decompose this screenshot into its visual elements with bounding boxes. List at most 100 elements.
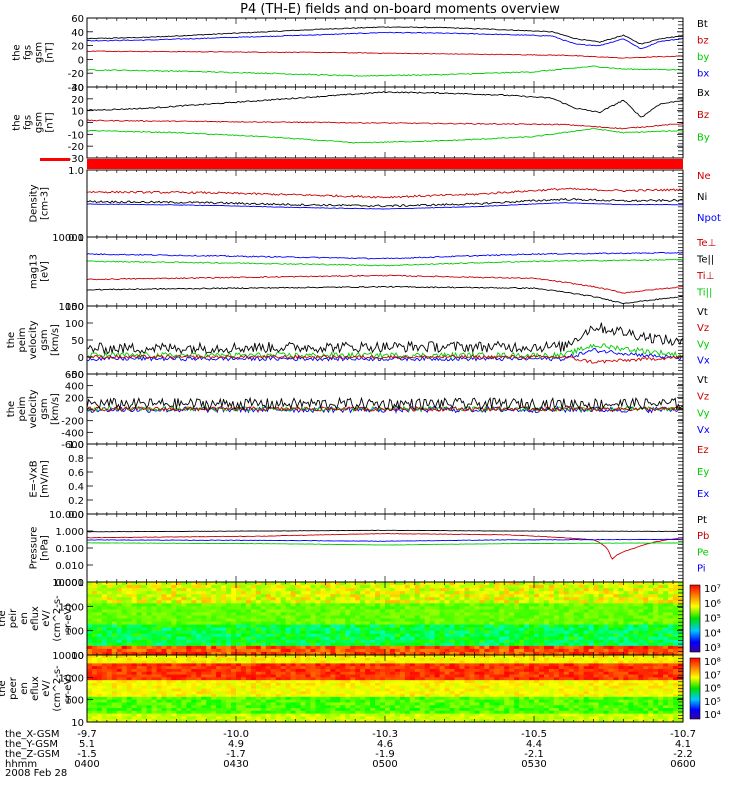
- spectrogram-cell: [648, 651, 654, 656]
- spectrogram-cell: [663, 585, 669, 589]
- spectrogram-cell: [429, 612, 436, 617]
- spectrogram-cell: [141, 710, 148, 715]
- spectrogram-cell: [176, 688, 182, 692]
- spectrogram-cell: [87, 668, 93, 673]
- ytick-label: 0: [78, 119, 84, 130]
- spectrogram-cell: [161, 609, 168, 614]
- spectrogram-cell: [176, 685, 182, 690]
- spectrogram-cell: [196, 691, 202, 695]
- spectrogram-cell: [529, 582, 535, 586]
- spectrogram-cell: [151, 666, 158, 670]
- spectrogram-cell: [389, 606, 396, 610]
- spectrogram-cell: [330, 609, 336, 614]
- spectrogram-cell: [360, 621, 366, 626]
- spectrogram-cell: [414, 612, 421, 617]
- spectrogram-cell: [618, 639, 624, 644]
- spectrogram-cell: [454, 633, 461, 638]
- spectrogram-cell: [658, 582, 664, 586]
- spectrogram-cell: [524, 645, 530, 650]
- spectrogram-cell: [300, 624, 307, 629]
- spectrogram-cell: [643, 609, 649, 614]
- spectrogram-cell: [335, 618, 341, 623]
- spectrogram-cell: [365, 627, 371, 632]
- spectrogram-cell: [216, 627, 222, 632]
- spectrogram-cell: [548, 639, 555, 644]
- spectrogram-cell: [146, 660, 153, 664]
- spectrogram-cell: [196, 708, 202, 712]
- spectrogram-cell: [191, 657, 197, 662]
- series-line-Ti⊥: [86, 251, 684, 260]
- spectrogram-cell: [111, 688, 118, 692]
- spectrogram-cell: [270, 615, 277, 620]
- spectrogram-cell: [111, 639, 118, 644]
- spectrogram-cell: [156, 630, 163, 635]
- spectrogram-cell: [216, 591, 222, 595]
- spectrogram-cell: [394, 624, 401, 629]
- spectrogram-cell: [181, 651, 187, 656]
- spectrogram-cell: [101, 609, 108, 614]
- spectrogram-cell: [633, 582, 639, 586]
- spectrogram-cell: [91, 674, 98, 678]
- spectrogram-cell: [265, 639, 272, 644]
- spectrogram-cell: [330, 594, 336, 598]
- spectrogram-cell: [250, 594, 257, 598]
- spectrogram-cell: [355, 588, 361, 592]
- spectrogram-cell: [136, 708, 143, 712]
- spectrogram-cell: [509, 588, 515, 592]
- ytick-label: -20: [68, 142, 84, 153]
- spectrogram-cell: [628, 633, 634, 638]
- spectrogram-cell: [315, 603, 322, 607]
- spectrogram-cell: [166, 591, 173, 595]
- spectrogram-cell: [325, 624, 331, 629]
- spectrogram-cell: [588, 585, 595, 589]
- spectrogram-cell: [459, 648, 466, 653]
- spectrogram-cell: [414, 600, 421, 604]
- spectrogram-cell: [558, 648, 565, 653]
- spectrogram-cell: [126, 642, 133, 647]
- spectrogram-cell: [305, 594, 312, 598]
- spectrogram-cell: [519, 597, 525, 601]
- ytick-label: 1000: [59, 602, 84, 613]
- spectrogram-cell: [538, 600, 545, 604]
- spectrogram-cell: [419, 585, 426, 589]
- spectrogram-cell: [320, 600, 326, 604]
- spectrogram-cell: [186, 702, 192, 706]
- spectrogram-cell: [543, 630, 550, 635]
- spectrogram-cell: [613, 645, 620, 650]
- spectrogram-cell: [265, 612, 272, 617]
- spectrogram-cell: [161, 585, 168, 589]
- spectrogram-cell: [389, 621, 396, 626]
- spectrogram-cell: [658, 603, 664, 607]
- spectrogram-cell: [181, 588, 187, 592]
- spectrogram-cell: [489, 618, 495, 623]
- spectrogram-cell: [305, 627, 312, 632]
- spectrogram-cell: [151, 594, 158, 598]
- spectrogram-cell: [255, 591, 262, 595]
- spectrogram-cell: [474, 585, 480, 589]
- ytick-label: 1.000: [55, 527, 84, 538]
- spectrogram-cell: [345, 630, 351, 635]
- spectrogram-cell: [504, 648, 510, 653]
- spectrogram-cell: [593, 594, 600, 598]
- spectrogram-cell: [394, 645, 401, 650]
- spectrogram-cell: [176, 594, 182, 598]
- spectrogram-cell: [573, 651, 580, 656]
- spectrogram-cell: [509, 612, 515, 617]
- spectrogram-cell: [355, 627, 361, 632]
- spectrogram-cell: [111, 642, 118, 647]
- spectrogram-cell: [598, 600, 605, 604]
- spectrogram-cell: [529, 630, 535, 635]
- spectrogram-cell: [524, 630, 530, 635]
- spectrogram-cell: [106, 606, 113, 610]
- spectrogram-cell: [534, 615, 540, 620]
- spectrogram-cell: [240, 615, 247, 620]
- spectrogram-cell: [538, 642, 545, 647]
- spectrogram-cell: [439, 609, 446, 614]
- panel-frame-4: [86, 305, 684, 375]
- spectrogram-cell: [424, 621, 431, 626]
- spectrogram-cell: [424, 609, 431, 614]
- spectrogram-cell: [226, 603, 232, 607]
- spectrogram-cell: [171, 716, 177, 720]
- spectrogram-cell: [529, 597, 535, 601]
- spectrogram-cell: [678, 615, 684, 620]
